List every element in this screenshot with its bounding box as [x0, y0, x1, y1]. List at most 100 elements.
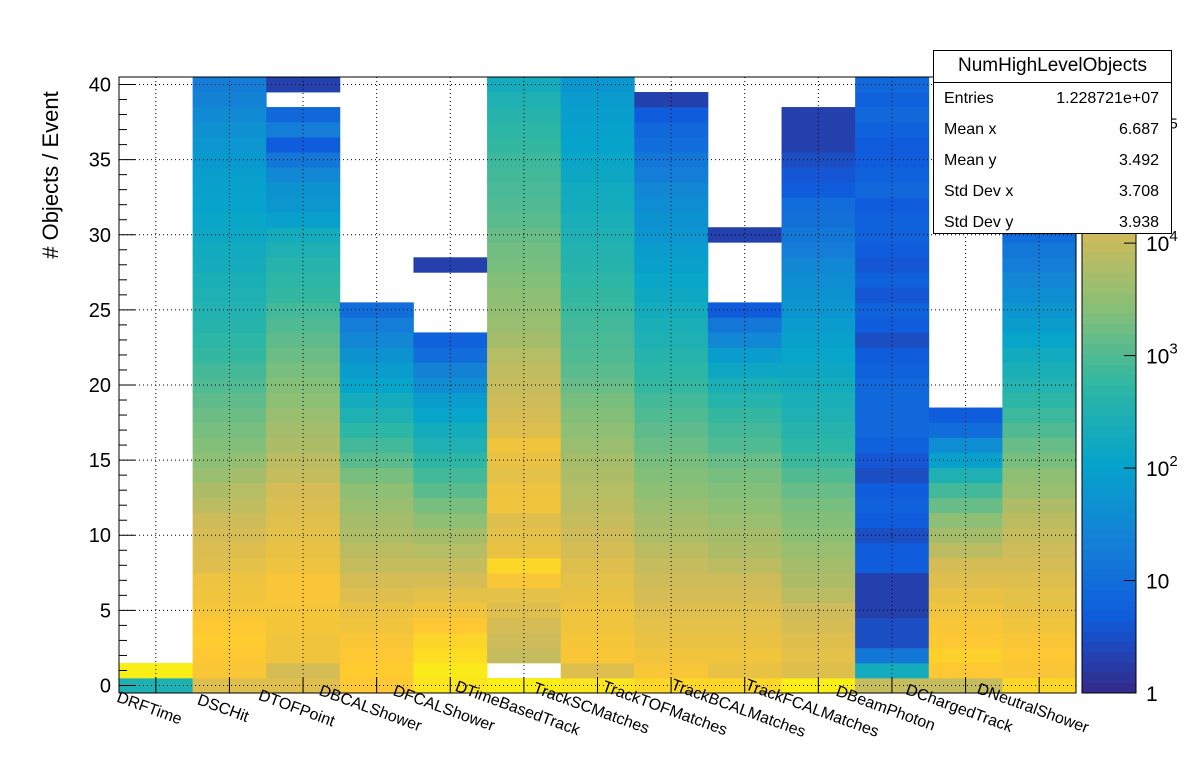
heatmap-cell: [928, 482, 966, 499]
heatmap-cell: [1002, 407, 1040, 423]
y-tick-label: 25: [89, 300, 111, 322]
heatmap-cell: [229, 677, 267, 694]
heatmap-cell: [634, 512, 672, 529]
heatmap-cell: [339, 677, 378, 694]
heatmap-cell: [266, 197, 304, 213]
heatmap-cell: [891, 497, 930, 514]
heatmap-cell: [560, 587, 598, 604]
heatmap-cell: [376, 647, 414, 664]
heatmap-cell: [339, 482, 378, 499]
color-scale-band: [1082, 549, 1136, 560]
color-scale-band: [1082, 395, 1136, 406]
heatmap-cell: [192, 407, 230, 423]
heatmap-cell: [303, 287, 341, 303]
heatmap-cell: [855, 587, 893, 604]
heatmap-cell: [229, 512, 267, 529]
heatmap-cell: [339, 317, 378, 333]
heatmap-cell: [855, 437, 893, 454]
heatmap-cell: [634, 677, 672, 694]
heatmap-cell: [781, 527, 819, 544]
heatmap-cell: [1039, 617, 1077, 634]
heatmap-cell: [487, 437, 525, 454]
heatmap-cell: [597, 422, 635, 438]
heatmap-cell: [450, 587, 488, 604]
heatmap-cell: [928, 662, 966, 679]
heatmap-cell: [818, 542, 856, 559]
heatmap-cell: [303, 542, 341, 559]
heatmap-cell: [523, 497, 562, 514]
color-scale-label: 1: [1146, 683, 1158, 706]
heatmap-cell: [376, 542, 414, 559]
heatmap-cell: [855, 332, 893, 348]
y-tick-label: 5: [100, 600, 111, 622]
heatmap-cell: [634, 437, 672, 454]
heatmap-cell: [707, 677, 746, 694]
heatmap-cell: [818, 107, 856, 123]
heatmap-cell: [413, 332, 451, 348]
heatmap-cell: [487, 497, 525, 514]
heatmap-cell: [855, 467, 893, 484]
heatmap-cell: [192, 647, 230, 664]
heatmap-cell: [266, 647, 304, 664]
heatmap-cell: [560, 137, 598, 153]
heatmap-cell: [855, 542, 893, 559]
heatmap-cell: [523, 167, 562, 183]
heatmap-cell: [266, 467, 304, 484]
heatmap-cell: [303, 647, 341, 664]
heatmap-cell: [965, 407, 1003, 423]
heatmap-cell: [744, 332, 782, 348]
heatmap-cell: [303, 632, 341, 649]
heatmap-cell: [523, 587, 562, 604]
heatmap-cell: [634, 122, 672, 138]
color-scale-band: [1082, 487, 1136, 499]
heatmap-cell: [303, 527, 341, 544]
heatmap-cell: [560, 92, 598, 108]
heatmap-cell: [965, 602, 1003, 619]
heatmap-cell: [597, 572, 635, 589]
heatmap-cell: [450, 437, 488, 454]
color-scale-band: [1082, 261, 1136, 273]
heatmap-cell: [744, 467, 782, 484]
heatmap-cell: [744, 572, 782, 589]
heatmap-cell: [634, 227, 672, 243]
heatmap-cell: [855, 302, 893, 318]
heatmap-cell: [523, 647, 562, 664]
heatmap-cell: [266, 272, 304, 288]
heatmap-cell: [413, 587, 451, 604]
heatmap-cell: [597, 347, 635, 363]
heatmap-cell: [266, 677, 304, 694]
heatmap-cell: [266, 377, 304, 393]
heatmap-cell: [450, 377, 488, 393]
heatmap-cell: [634, 287, 672, 303]
heatmap-cell: [818, 647, 856, 664]
heatmap-cell: [891, 212, 930, 228]
heatmap-cell: [855, 182, 893, 198]
heatmap-cell: [523, 437, 562, 454]
heatmap-cell: [229, 437, 267, 454]
heatmap-cell: [597, 527, 635, 544]
heatmap-cell: [928, 572, 966, 589]
heatmap-cell: [1002, 482, 1040, 499]
heatmap-cell: [229, 137, 267, 153]
heatmap-cell: [855, 527, 893, 544]
heatmap-cell: [376, 347, 414, 363]
heatmap-cell: [303, 467, 341, 484]
heatmap-cell: [229, 227, 267, 243]
heatmap-cell: [707, 467, 746, 484]
heatmap-cell: [192, 287, 230, 303]
heatmap-cell: [781, 542, 819, 559]
heatmap-cell: [818, 182, 856, 198]
heatmap-cell: [965, 662, 1003, 679]
heatmap-cell: [781, 647, 819, 664]
heatmap-cell: [1039, 287, 1077, 303]
color-scale-band: [1082, 600, 1136, 612]
heatmap-cell: [1039, 347, 1077, 363]
y-tick-label: 20: [89, 375, 111, 397]
heatmap-cell: [413, 512, 451, 529]
heatmap-cell: [560, 332, 598, 348]
heatmap-cell: [376, 422, 414, 438]
heatmap-cell: [671, 602, 709, 619]
heatmap-cell: [1039, 527, 1077, 544]
heatmap-cell: [192, 482, 230, 499]
